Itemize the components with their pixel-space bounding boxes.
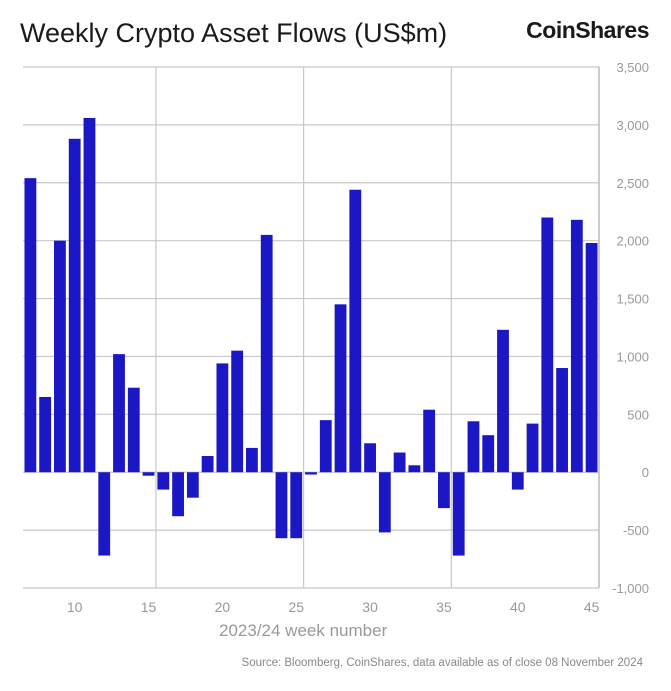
bar-week-27 — [319, 420, 332, 473]
y-tick-label: 2,000 — [616, 234, 649, 249]
y-tick-label: -1,000 — [612, 581, 649, 596]
bar-week-24 — [275, 472, 288, 539]
x-tick-label: 45 — [584, 599, 600, 615]
y-tick-label: 2,500 — [616, 176, 649, 191]
bar-week-35 — [438, 472, 450, 509]
x-tick-label: 20 — [215, 599, 231, 615]
bar-week-15 — [142, 472, 155, 476]
bar-week-26 — [305, 472, 317, 475]
y-tick-label: 0 — [642, 465, 649, 480]
bar-week-19 — [201, 456, 214, 473]
bar-week-43 — [556, 368, 568, 473]
chart-title: Weekly Crypto Asset Flows (US$m) — [20, 18, 448, 48]
coinshares-logo: CoinShares — [526, 17, 649, 43]
bar-week-7 — [24, 178, 37, 473]
bar-week-13 — [113, 354, 125, 473]
x-tick-label: 35 — [436, 599, 452, 615]
bar-week-23 — [260, 234, 273, 473]
bar-week-16 — [157, 472, 170, 490]
y-tick-label: 3,500 — [616, 60, 649, 75]
bar-week-37 — [467, 421, 480, 473]
bar-week-30 — [364, 443, 376, 473]
bar-week-18 — [186, 472, 199, 498]
bar-week-20 — [216, 363, 229, 473]
bar-week-10 — [68, 138, 81, 473]
bar-week-25 — [290, 472, 303, 539]
y-tick-label: -500 — [623, 523, 649, 538]
bar-week-21 — [231, 350, 244, 473]
bar-week-40 — [511, 472, 524, 490]
bar-week-39 — [497, 329, 509, 473]
bar-week-29 — [349, 189, 362, 473]
bar-week-11 — [83, 117, 96, 473]
x-tick-label: 40 — [510, 599, 526, 615]
bar-week-8 — [39, 396, 52, 473]
x-tick-label: 15 — [141, 599, 157, 615]
bar-week-34 — [423, 409, 436, 473]
bar-week-38 — [482, 435, 495, 473]
x-tick-label: 25 — [288, 599, 304, 615]
bar-week-32 — [393, 452, 406, 473]
bar-week-14 — [127, 387, 140, 473]
bar-week-17 — [172, 472, 184, 517]
bar-week-12 — [98, 472, 111, 556]
y-tick-label: 3,000 — [616, 118, 649, 133]
x-axis-label: 2023/24 week number — [219, 621, 388, 640]
x-tick-label: 30 — [362, 599, 378, 615]
y-tick-label: 1,500 — [616, 292, 649, 307]
bar-week-22 — [246, 447, 258, 473]
bar-week-31 — [378, 472, 391, 533]
bar-week-44 — [570, 219, 583, 473]
source-note: Source: Bloomberg, CoinShares, data avai… — [241, 657, 643, 669]
bar-week-28 — [334, 304, 347, 473]
bar-week-42 — [541, 217, 554, 473]
bar-week-33 — [408, 465, 421, 473]
bar-week-36 — [452, 472, 465, 556]
bar-week-9 — [54, 240, 66, 473]
bar-week-45 — [585, 242, 598, 473]
bar-week-41 — [526, 423, 539, 473]
y-tick-label: 1,000 — [616, 349, 649, 364]
x-tick-label: 10 — [67, 599, 83, 615]
y-tick-label: 500 — [627, 407, 649, 422]
